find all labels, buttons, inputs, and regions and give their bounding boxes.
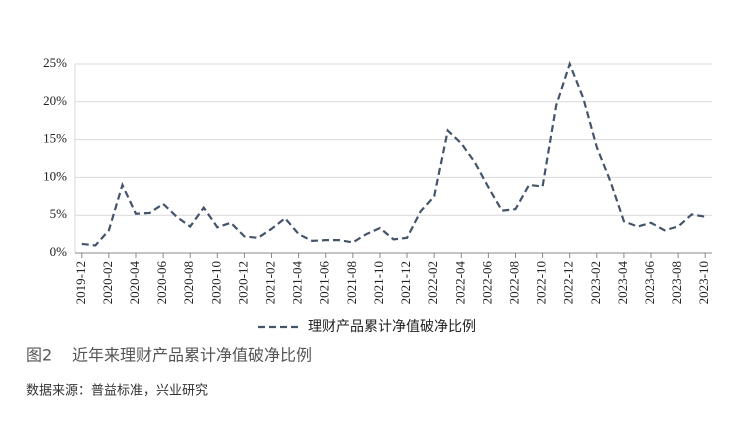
x-tick-label: 2022-04 — [452, 261, 467, 305]
x-tick-label: 2021-08 — [344, 261, 359, 304]
x-tick-label: 2022-06 — [479, 261, 494, 305]
x-tick-label: 2022-12 — [561, 261, 576, 304]
y-tick-label: 10% — [43, 168, 67, 183]
x-tick-label: 2020-12 — [235, 261, 250, 304]
y-tick-label: 25% — [43, 55, 67, 70]
figure-label: 图2 — [26, 346, 52, 365]
chart-title: 近年来理财产品累计净值破净比例 — [72, 346, 312, 365]
y-tick-label: 0% — [50, 244, 68, 259]
x-tick-label: 2021-06 — [317, 261, 332, 305]
x-tick-label: 2023-06 — [642, 261, 657, 305]
x-tick-label: 2020-10 — [208, 261, 223, 304]
x-tick-label: 2020-06 — [154, 261, 169, 305]
x-tick-label: 2021-04 — [290, 261, 305, 305]
y-tick-label: 5% — [50, 206, 68, 221]
x-tick-label: 2022-08 — [506, 261, 521, 304]
data-line — [81, 60, 706, 247]
x-tick-label: 2023-10 — [696, 261, 711, 304]
x-tick-label: 2021-10 — [371, 261, 386, 304]
legend-label: 理财产品累计净值破净比例 — [308, 319, 476, 335]
x-tick-label: 2020-04 — [127, 261, 142, 305]
x-tick-label: 2022-10 — [534, 261, 549, 304]
x-tick-label: 2021-02 — [263, 261, 278, 304]
x-tick-label: 2023-08 — [669, 261, 684, 304]
x-tick-label: 2020-08 — [181, 261, 196, 304]
x-tick-label: 2021-12 — [398, 261, 413, 304]
x-tick-label: 2019-12 — [73, 261, 88, 304]
source-note: 数据来源：普益标准，兴业研究 — [26, 384, 208, 399]
x-tick-label: 2020-02 — [100, 261, 115, 304]
x-tick-label: 2023-04 — [615, 261, 630, 305]
x-tick-label: 2022-02 — [425, 261, 440, 304]
y-tick-label: 15% — [43, 131, 67, 146]
y-tick-label: 20% — [43, 93, 67, 108]
x-tick-label: 2023-02 — [588, 261, 603, 304]
